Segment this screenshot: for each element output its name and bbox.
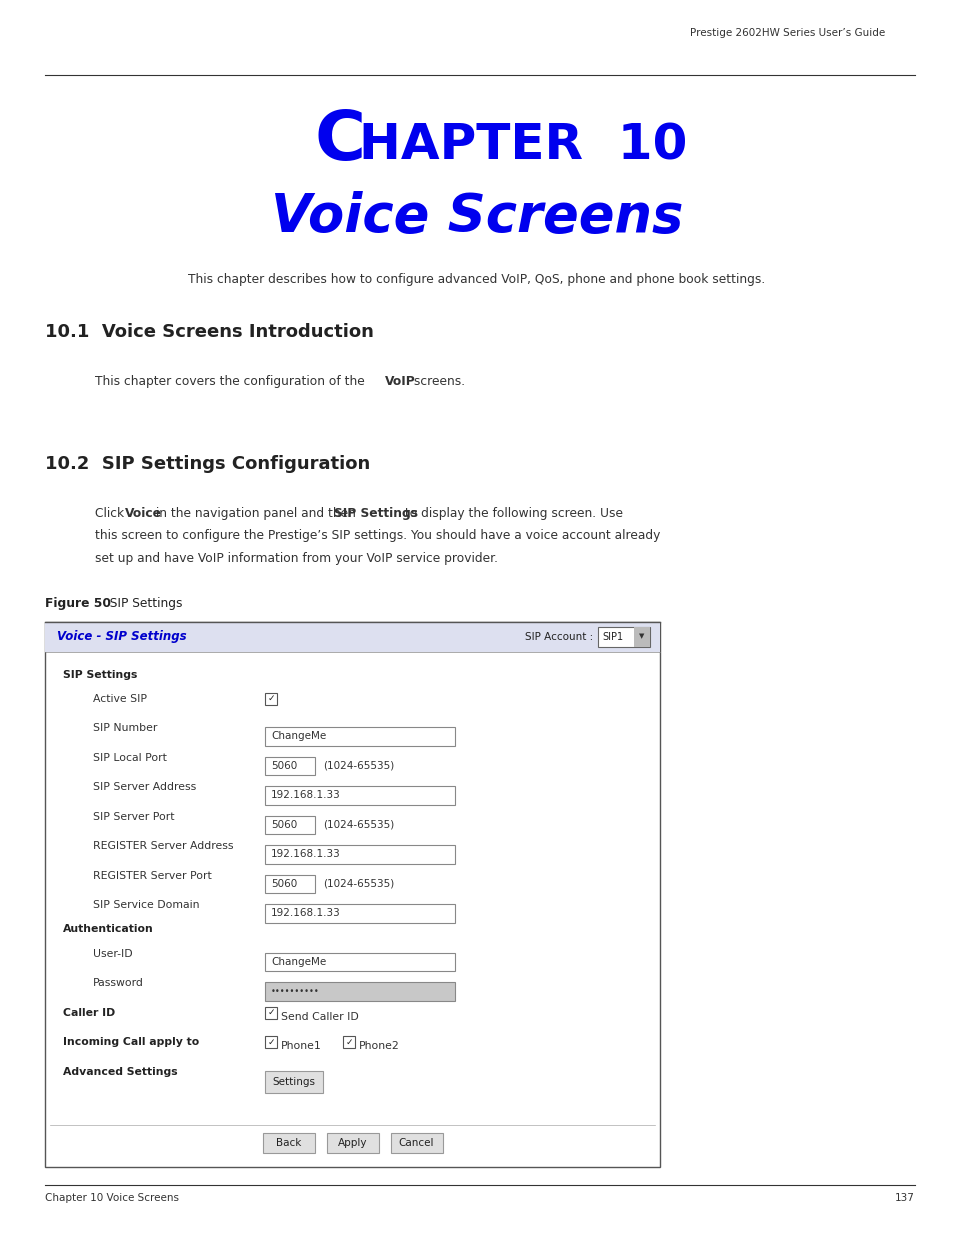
Text: Incoming Call apply to: Incoming Call apply to xyxy=(63,1037,199,1047)
Text: This chapter describes how to configure advanced VoIP, QoS, phone and phone book: This chapter describes how to configure … xyxy=(188,273,765,287)
Bar xyxy=(265,1071,323,1093)
Text: SIP Settings: SIP Settings xyxy=(63,669,137,679)
Text: SIP Account :: SIP Account : xyxy=(524,631,596,641)
Text: REGISTER Server Port: REGISTER Server Port xyxy=(92,871,212,881)
Bar xyxy=(265,757,314,776)
Text: in the navigation panel and then: in the navigation panel and then xyxy=(152,508,360,520)
Text: 192.168.1.33: 192.168.1.33 xyxy=(271,850,340,860)
Text: 5060: 5060 xyxy=(271,761,297,771)
Text: This chapter covers the configuration of the: This chapter covers the configuration of… xyxy=(95,375,368,388)
Bar xyxy=(265,874,314,893)
Text: Active SIP: Active SIP xyxy=(92,694,147,704)
Bar xyxy=(265,845,455,863)
Text: 5060: 5060 xyxy=(271,879,297,889)
Bar xyxy=(265,815,314,834)
Text: REGISTER Server Address: REGISTER Server Address xyxy=(92,841,233,851)
Bar xyxy=(265,904,455,923)
Text: Prestige 2602HW Series User’s Guide: Prestige 2602HW Series User’s Guide xyxy=(689,28,884,38)
Text: (1024-65535): (1024-65535) xyxy=(323,761,394,771)
Text: Advanced Settings: Advanced Settings xyxy=(63,1067,177,1077)
Text: 10.1  Voice Screens Introduction: 10.1 Voice Screens Introduction xyxy=(45,324,374,341)
Text: to display the following screen. Use: to display the following screen. Use xyxy=(400,508,622,520)
Text: Authentication: Authentication xyxy=(63,924,153,935)
Text: SIP Local Port: SIP Local Port xyxy=(92,752,167,763)
Text: Phone1: Phone1 xyxy=(281,1041,321,1051)
Text: VoIP: VoIP xyxy=(385,375,416,388)
Text: SIP Settings: SIP Settings xyxy=(335,508,418,520)
Text: User-ID: User-ID xyxy=(92,948,132,958)
Text: set up and have VoIP information from your VoIP service provider.: set up and have VoIP information from yo… xyxy=(95,552,497,564)
Text: 192.168.1.33: 192.168.1.33 xyxy=(271,790,340,800)
Text: ✓: ✓ xyxy=(267,1037,274,1046)
Text: ••••••••••: •••••••••• xyxy=(271,987,319,995)
Text: (1024-65535): (1024-65535) xyxy=(323,820,394,830)
Text: SIP Service Domain: SIP Service Domain xyxy=(92,900,199,910)
Bar xyxy=(343,1036,355,1049)
Text: SIP Number: SIP Number xyxy=(92,724,157,734)
Bar xyxy=(265,982,455,1000)
Bar xyxy=(326,1132,378,1152)
Text: Apply: Apply xyxy=(337,1137,367,1147)
Text: ✓: ✓ xyxy=(345,1037,353,1046)
Text: 5060: 5060 xyxy=(271,820,297,830)
Bar xyxy=(265,952,455,971)
Bar xyxy=(390,1132,442,1152)
Bar xyxy=(265,1007,276,1019)
Text: Settings: Settings xyxy=(273,1077,315,1087)
Text: (1024-65535): (1024-65535) xyxy=(323,879,394,889)
Bar xyxy=(262,1132,314,1152)
Bar xyxy=(634,626,649,646)
Text: Send Caller ID: Send Caller ID xyxy=(281,1011,358,1021)
Text: SIP1: SIP1 xyxy=(601,631,622,641)
Text: Cancel: Cancel xyxy=(398,1137,434,1147)
Text: Voice: Voice xyxy=(125,508,161,520)
Bar xyxy=(45,621,659,652)
Text: Password: Password xyxy=(92,978,144,988)
Text: Back: Back xyxy=(275,1137,301,1147)
Text: SIP Server Port: SIP Server Port xyxy=(92,811,174,821)
Text: Voice - SIP Settings: Voice - SIP Settings xyxy=(57,630,187,643)
Text: HAPTER  10: HAPTER 10 xyxy=(358,122,687,170)
Text: Phone2: Phone2 xyxy=(358,1041,399,1051)
Text: this screen to configure the Prestige’s SIP settings. You should have a voice ac: this screen to configure the Prestige’s … xyxy=(95,530,659,542)
Text: Chapter 10 Voice Screens: Chapter 10 Voice Screens xyxy=(45,1193,179,1203)
Text: ✓: ✓ xyxy=(267,694,274,703)
Text: 10.2  SIP Settings Configuration: 10.2 SIP Settings Configuration xyxy=(45,454,370,473)
Text: ✓: ✓ xyxy=(267,1008,274,1018)
Text: 137: 137 xyxy=(894,1193,914,1203)
Text: SIP Settings: SIP Settings xyxy=(102,597,182,610)
Text: screens.: screens. xyxy=(410,375,465,388)
Text: ChangeMe: ChangeMe xyxy=(271,957,326,967)
Bar xyxy=(265,727,455,746)
Bar xyxy=(265,693,276,705)
Text: C: C xyxy=(314,107,366,174)
Bar xyxy=(265,787,455,805)
Text: Caller ID: Caller ID xyxy=(63,1008,115,1018)
Text: ChangeMe: ChangeMe xyxy=(271,731,326,741)
Bar xyxy=(598,626,649,646)
Bar xyxy=(265,1036,276,1049)
Text: Figure 50: Figure 50 xyxy=(45,597,111,610)
Bar xyxy=(45,621,659,1167)
Text: ▼: ▼ xyxy=(639,634,644,640)
Text: Click: Click xyxy=(95,508,128,520)
Text: 192.168.1.33: 192.168.1.33 xyxy=(271,909,340,919)
Text: SIP Server Address: SIP Server Address xyxy=(92,782,196,792)
Text: Voice Screens: Voice Screens xyxy=(271,191,682,243)
